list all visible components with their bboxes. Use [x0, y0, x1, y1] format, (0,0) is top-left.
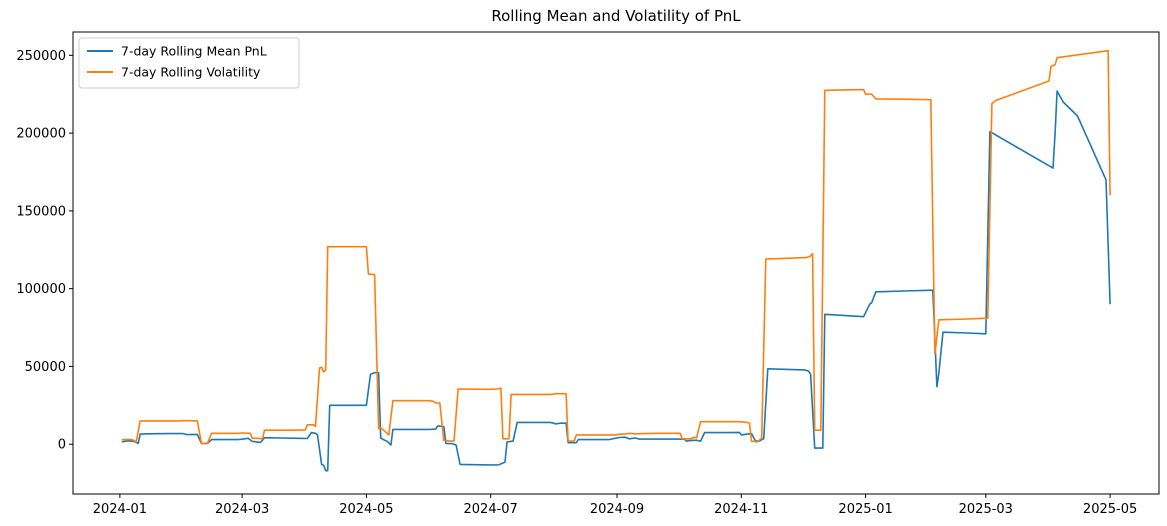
x-tick-label: 2025-01	[838, 502, 892, 517]
legend-label-1: 7-day Rolling Mean PnL	[121, 44, 267, 59]
y-tick-label: 250000	[16, 49, 66, 64]
series-layer	[121, 49, 1111, 472]
y-tick-label: 200000	[16, 127, 66, 142]
x-tick-label: 2025-03	[959, 502, 1013, 517]
y-tick-label: 100000	[16, 282, 66, 297]
y-tick-label: 50000	[25, 360, 66, 375]
legend: 7-day Rolling Mean PnL 7-day Rolling Vola…	[78, 37, 300, 89]
x-tick-label: 2024-01	[93, 502, 147, 517]
legend-box	[78, 37, 300, 89]
plot-frame	[72, 31, 1160, 495]
x-tick-label: 2025-05	[1083, 502, 1137, 517]
chart-title: Rolling Mean and Volatility of PnL	[491, 7, 741, 25]
y-axis: 0 50000 100000 150000 200000 250000	[16, 49, 73, 453]
x-tick-label: 2024-07	[464, 502, 518, 517]
x-axis: 2024-01 2024-03 2024-05 2024-07 2024-09 2024-…	[93, 494, 1137, 517]
x-tick-label: 2024-03	[215, 502, 269, 517]
x-tick-label: 2024-09	[590, 502, 644, 517]
x-tick-label: 2024-11	[714, 502, 768, 517]
legend-label-2: 7-day Rolling Volatility	[121, 65, 261, 80]
y-tick-label: 0	[58, 438, 66, 453]
x-tick-label: 2024-05	[339, 502, 393, 517]
series-line-1	[121, 90, 1111, 472]
y-tick-label: 150000	[16, 204, 66, 219]
series-line-2	[121, 49, 1111, 445]
